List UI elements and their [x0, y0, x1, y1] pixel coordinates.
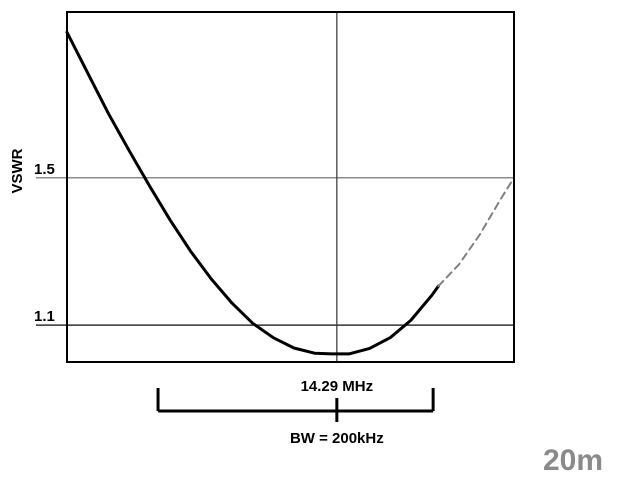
reference-lines — [36, 12, 514, 362]
center-frequency-label: 14.29 MHz — [301, 378, 374, 395]
bandwidth-label: BW = 200kHz — [290, 430, 384, 447]
y-tick-label-0: 1.5 — [34, 161, 55, 178]
plot-frame — [66, 11, 515, 363]
vswr-curve-dashed — [437, 176, 515, 288]
tick-labels: 1.5 1.1 — [34, 161, 55, 325]
y-tick-label-1: 1.1 — [34, 308, 55, 325]
band-label: 20m — [543, 444, 603, 477]
bandwidth-bracket — [156, 388, 435, 422]
vswr-curve-solid — [65, 30, 440, 356]
series-layer — [65, 30, 515, 356]
y-axis-label: VSWR — [9, 148, 26, 193]
